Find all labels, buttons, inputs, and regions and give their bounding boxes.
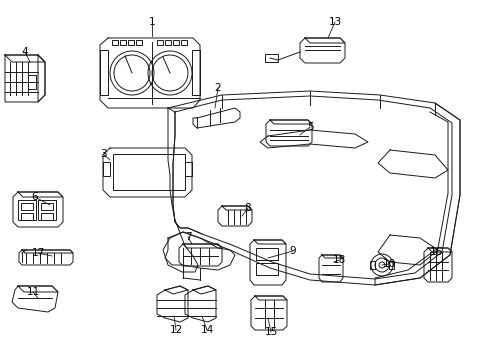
Bar: [173, 40, 179, 45]
Bar: [128, 40, 134, 45]
Bar: [38, 200, 56, 220]
Bar: [41, 203, 53, 210]
Text: 5: 5: [306, 122, 313, 132]
Bar: [181, 40, 186, 45]
Text: 18: 18: [332, 255, 345, 265]
Bar: [388, 261, 393, 269]
Text: 1: 1: [148, 17, 155, 27]
Bar: [100, 50, 108, 95]
Text: 13: 13: [328, 17, 341, 27]
Text: 15: 15: [264, 327, 277, 337]
Bar: [256, 248, 278, 260]
Bar: [21, 213, 33, 220]
Bar: [264, 54, 278, 62]
Text: 10: 10: [382, 259, 395, 269]
Text: 11: 11: [26, 287, 40, 297]
Text: 14: 14: [200, 325, 213, 335]
Bar: [157, 40, 163, 45]
Bar: [136, 40, 142, 45]
Bar: [192, 50, 200, 95]
Text: 8: 8: [244, 203, 251, 213]
Text: 16: 16: [428, 247, 442, 257]
Bar: [184, 162, 192, 176]
Text: 7: 7: [184, 232, 191, 242]
Bar: [120, 40, 126, 45]
Bar: [112, 40, 118, 45]
Bar: [21, 203, 33, 210]
Bar: [103, 162, 110, 176]
Bar: [369, 261, 374, 269]
Text: 4: 4: [21, 47, 28, 57]
Bar: [18, 200, 36, 220]
Bar: [113, 154, 184, 190]
Bar: [41, 213, 53, 220]
Text: 9: 9: [289, 246, 296, 256]
Bar: [28, 75, 36, 89]
Text: 2: 2: [214, 83, 221, 93]
Text: 12: 12: [169, 325, 182, 335]
Text: 17: 17: [31, 248, 44, 258]
Text: 3: 3: [100, 149, 106, 159]
Bar: [256, 263, 278, 275]
Text: 6: 6: [32, 192, 38, 202]
Bar: [164, 40, 171, 45]
